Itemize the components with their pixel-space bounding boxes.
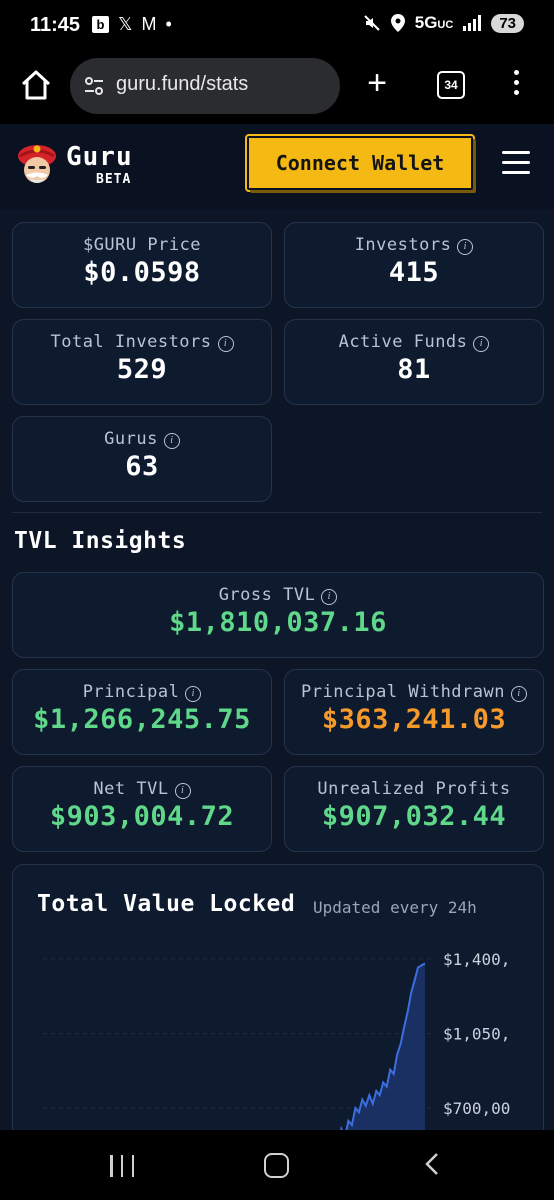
system-nav-bar (0, 1130, 554, 1200)
stat-label: $GURU Price (82, 235, 202, 255)
site-settings-icon[interactable] (84, 76, 104, 96)
info-icon[interactable]: i (217, 336, 234, 352)
more-notifications-dot-icon: • (165, 14, 172, 34)
stat-value: 63 (125, 451, 159, 482)
address-bar[interactable]: guru.fund/stats (70, 58, 340, 114)
app-header: Guru BETA Connect Wallet (0, 124, 554, 211)
b-app-icon: b (92, 16, 109, 33)
stat-value: $0.0598 (83, 257, 201, 288)
mute-icon (364, 15, 380, 31)
location-icon (390, 14, 405, 32)
hamburger-menu-icon[interactable] (502, 151, 530, 177)
section-divider (12, 512, 542, 513)
notification-icons: b 𝕏 M • (92, 14, 172, 35)
status-time: 11:45 (30, 14, 81, 36)
stat-value: $907,032.44 (321, 801, 507, 832)
stat-label: Net TVL i (13, 779, 271, 799)
stat-label: Principal i (13, 682, 271, 702)
back-icon[interactable] (424, 1152, 440, 1176)
info-icon[interactable]: i (473, 336, 490, 352)
tvl-insights-title: TVL Insights (14, 528, 187, 554)
stat-value: 81 (397, 354, 431, 385)
tvl-chart: $1,400, $1,050, $700,00 (43, 950, 510, 1165)
new-tab-plus-icon[interactable]: + (367, 64, 387, 102)
stat-label: Principal Withdrawn i (285, 682, 543, 702)
browser-menu-icon[interactable] (510, 70, 522, 100)
gmail-icon: M (141, 14, 157, 34)
y-tick-label: $1,050, (443, 1025, 510, 1044)
info-icon[interactable]: i (510, 686, 527, 702)
stat-label: Gross TVL i (13, 585, 543, 605)
recent-apps-icon[interactable] (110, 1155, 134, 1177)
tvl-series-line (330, 962, 426, 1165)
stat-value: 529 (116, 354, 168, 385)
home-icon[interactable] (18, 67, 54, 103)
chart-title: Total Value Locked (37, 891, 296, 917)
stat-label: Unrealized Profits (317, 779, 511, 799)
y-tick-label: $700,00 (443, 1099, 510, 1118)
stat-card-gurus: Gurus i 63 (12, 416, 272, 502)
stat-card-total-investors: Total Investors i 529 (12, 319, 272, 405)
stat-value: $1,266,245.75 (33, 704, 251, 735)
y-tick-label: $1,400, (443, 950, 510, 969)
chart-subtitle: Updated every 24h (313, 898, 477, 917)
stat-label: Gurus i (13, 429, 271, 449)
stats-content: $GURU Price $0.0598 Investors i 415 Total… (0, 210, 554, 1166)
info-icon[interactable]: i (457, 239, 474, 255)
tab-switcher-button[interactable]: 34 (437, 71, 465, 99)
network-type: 5GUC (414, 13, 454, 32)
home-nav-icon[interactable] (264, 1153, 289, 1178)
stat-card-active-funds: Active Funds i 81 (284, 319, 544, 405)
signal-icon (463, 15, 482, 31)
stat-card-guru-price: $GURU Price $0.0598 (12, 222, 272, 308)
info-icon[interactable]: i (321, 589, 338, 605)
stat-card-principal: Principal i $1,266,245.75 (12, 669, 272, 755)
info-icon[interactable]: i (174, 783, 191, 799)
stat-label: Active Funds i (285, 332, 543, 352)
stat-card-principal-withdrawn: Principal Withdrawn i $363,241.03 (284, 669, 544, 755)
x-app-icon: 𝕏 (118, 14, 133, 34)
info-icon[interactable]: i (163, 433, 180, 449)
system-icons: 5GUC 73 (363, 13, 524, 33)
stat-card-net-tvl: Net TVL i $903,004.72 (12, 766, 272, 852)
stat-label: Total Investors i (13, 332, 271, 352)
status-bar: 11:45 b 𝕏 M • 5GUC 73 (0, 0, 554, 50)
stat-value: $363,241.03 (321, 704, 507, 735)
info-icon[interactable]: i (185, 686, 202, 702)
stat-card-unrealized-profits: Unrealized Profits $907,032.44 (284, 766, 544, 852)
stat-card-gross-tvl: Gross TVL i $1,810,037.16 (12, 572, 544, 658)
brand-name[interactable]: Guru (66, 142, 133, 172)
stat-value: $1,810,037.16 (169, 607, 387, 638)
stat-label: Investors i (285, 235, 543, 255)
guru-logo-icon[interactable] (14, 142, 60, 188)
stat-value: 415 (388, 257, 440, 288)
battery-icon: 73 (491, 13, 524, 33)
url-text[interactable]: guru.fund/stats (116, 73, 249, 95)
browser-toolbar: guru.fund/stats + 34 (0, 50, 554, 124)
connect-wallet-button[interactable]: Connect Wallet (247, 136, 473, 190)
stat-value: $903,004.72 (49, 801, 235, 832)
stat-card-investors: Investors i 415 (284, 222, 544, 308)
tvl-chart-card: Total Value Locked Updated every 24h $1,… (12, 864, 544, 1166)
beta-badge: BETA (96, 172, 132, 187)
